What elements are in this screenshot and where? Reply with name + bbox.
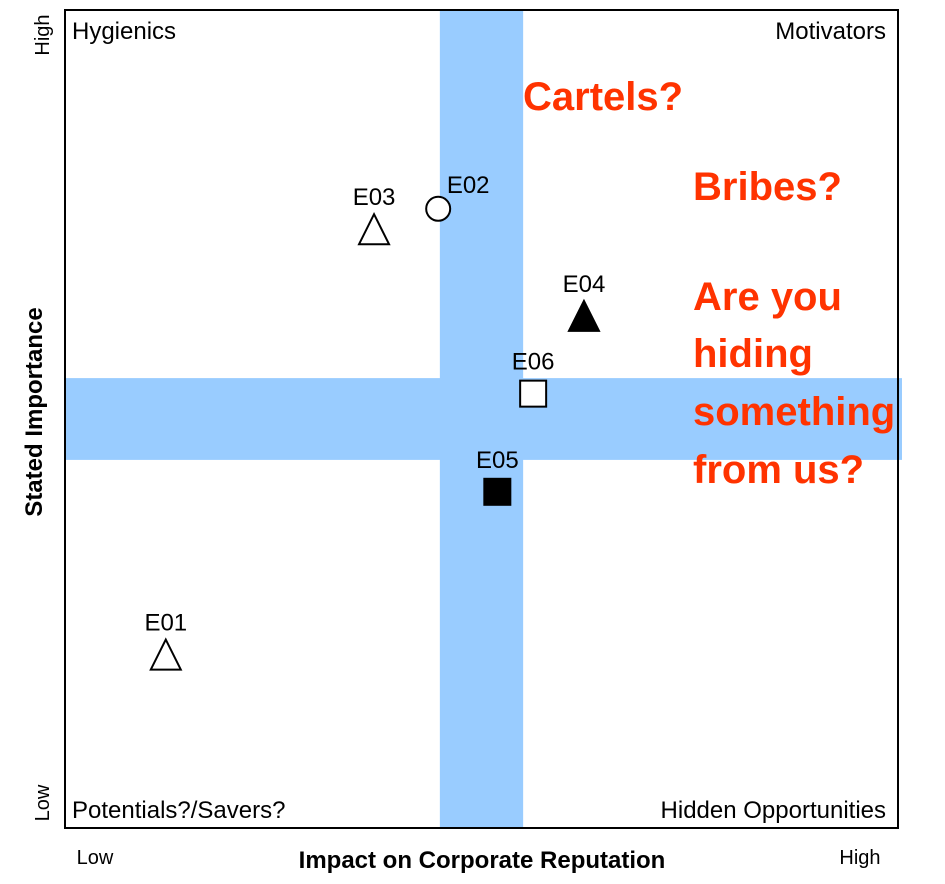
point-label: E02 xyxy=(447,172,490,199)
annotation: hiding xyxy=(693,332,813,376)
quadrant-label: Hygienics xyxy=(72,18,176,45)
quadrant-label: Hidden Opportunities xyxy=(661,797,886,824)
point-label: E05 xyxy=(476,447,519,474)
point-marker xyxy=(483,477,512,506)
point-label: E06 xyxy=(512,349,555,376)
point-label: E03 xyxy=(353,184,396,211)
y-tick-label: Low xyxy=(32,784,54,821)
annotation: from us? xyxy=(693,448,864,492)
point-marker xyxy=(567,298,601,332)
point-marker xyxy=(357,211,391,246)
plot-frame xyxy=(64,9,899,829)
point-marker xyxy=(519,379,548,408)
quadrant-label: Potentials?/Savers? xyxy=(72,797,285,824)
point-label: E04 xyxy=(563,271,606,298)
quadrant-label: Motivators xyxy=(775,18,886,45)
y-axis-label: Stated Importance xyxy=(21,307,48,516)
annotation: Bribes? xyxy=(693,165,842,209)
horizontal-band xyxy=(65,378,902,460)
annotation: Are you xyxy=(693,275,842,319)
point-marker xyxy=(425,195,452,222)
point-marker xyxy=(149,637,183,671)
x-tick-label: Low xyxy=(77,847,114,869)
y-tick-label: High xyxy=(32,14,54,55)
x-axis-label: Impact on Corporate Reputation xyxy=(299,847,666,874)
annotation: Cartels? xyxy=(523,75,683,119)
point-label: E01 xyxy=(144,610,187,637)
annotation: something xyxy=(693,390,895,434)
x-tick-label: High xyxy=(839,847,880,869)
